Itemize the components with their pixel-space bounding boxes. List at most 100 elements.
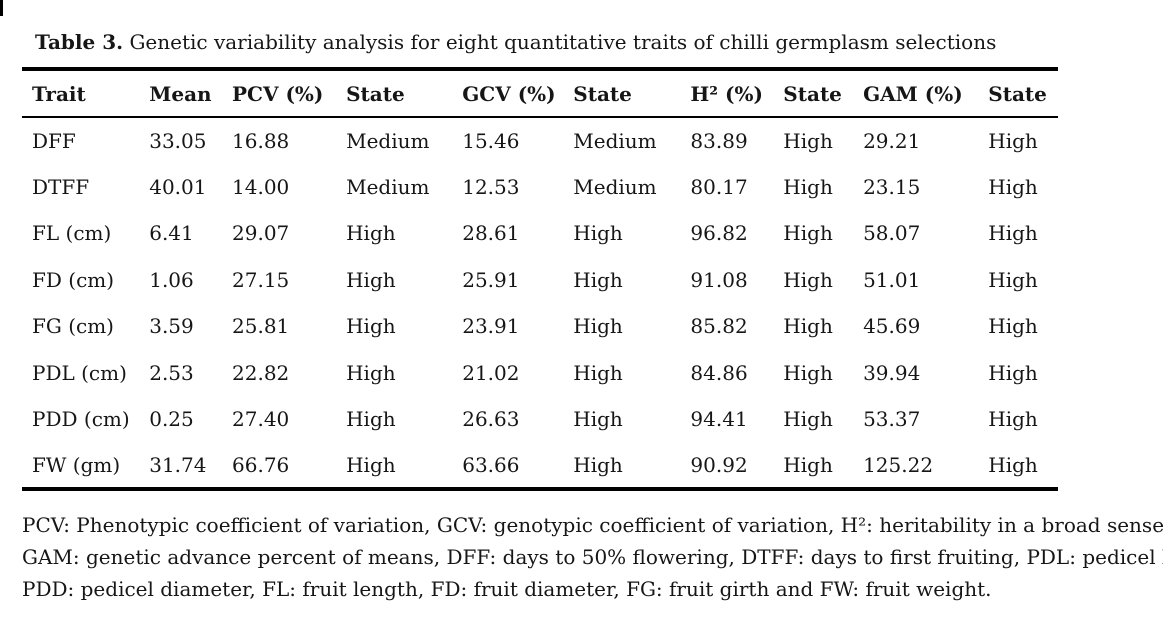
cell-gam: 45.69 <box>863 314 921 339</box>
cell-pcv-state: High <box>346 267 396 292</box>
cell-gcv: 63.66 <box>462 452 520 477</box>
table-row-fg: FG (cm) 3.59 25.81 High 23.91 High 85.82… <box>22 303 1058 350</box>
cell-gam: 29.21 <box>863 128 921 153</box>
cell-mean: 1.06 <box>149 267 194 292</box>
col-header-trait: Trait <box>32 81 86 106</box>
cell-gcv: 26.63 <box>462 407 520 432</box>
cell-trait: DFF <box>32 128 76 153</box>
cell-gcv-state: High <box>573 221 623 246</box>
table-caption-text: Genetic variability analysis for eight q… <box>129 30 997 54</box>
cell-pcv-state: High <box>346 360 396 385</box>
cell-trait: PDL (cm) <box>32 360 127 385</box>
cell-mean: 6.41 <box>149 221 194 246</box>
cell-trait: FD (cm) <box>32 267 115 292</box>
cell-pcv: 27.15 <box>232 267 290 292</box>
table-footnote: PCV: Phenotypic coefficient of variation… <box>22 509 1163 605</box>
cell-h2-state: High <box>783 174 833 199</box>
cell-h2: 90.92 <box>690 452 748 477</box>
cell-gam-state: High <box>988 407 1038 432</box>
table-row-pdd: PDD (cm) 0.25 27.40 High 26.63 High 94.4… <box>22 396 1058 443</box>
cell-h2: 83.89 <box>690 128 748 153</box>
cell-gam-state: High <box>988 221 1038 246</box>
cell-h2-state: High <box>783 407 833 432</box>
cell-trait: DTFF <box>32 174 90 199</box>
cell-pcv: 22.82 <box>232 360 290 385</box>
col-header-mean: Mean <box>149 81 212 106</box>
footnote-line-3: PDD: pedicel diameter, FL: fruit length,… <box>22 577 992 601</box>
cell-pcv: 14.00 <box>232 174 290 199</box>
table-row-fl: FL (cm) 6.41 29.07 High 28.61 High 96.82… <box>22 210 1058 257</box>
cell-h2-state: High <box>783 314 833 339</box>
cell-gam: 53.37 <box>863 407 921 432</box>
cell-mean: 3.59 <box>149 314 194 339</box>
col-header-pcv-state: State <box>346 81 405 106</box>
cell-gam: 125.22 <box>863 452 934 477</box>
cell-mean: 0.25 <box>149 407 194 432</box>
cell-gam-state: High <box>988 267 1038 292</box>
footnote-line-1: PCV: Phenotypic coefficient of variation… <box>22 513 1163 537</box>
cell-pcv-state: Medium <box>346 128 430 153</box>
cell-gcv-state: High <box>573 314 623 339</box>
cell-gam: 23.15 <box>863 174 921 199</box>
cell-h2-state: High <box>783 128 833 153</box>
cell-h2: 91.08 <box>690 267 748 292</box>
table-row-pdl: PDL (cm) 2.53 22.82 High 21.02 High 84.8… <box>22 350 1058 397</box>
cell-gam-state: High <box>988 452 1038 477</box>
cell-h2-state: High <box>783 221 833 246</box>
cell-h2: 94.41 <box>690 407 748 432</box>
col-header-gcv: GCV (%) <box>462 81 556 106</box>
table-row-fd: FD (cm) 1.06 27.15 High 25.91 High 91.08… <box>22 257 1058 304</box>
cell-gam-state: High <box>988 314 1038 339</box>
cell-h2-state: High <box>783 360 833 385</box>
cell-gcv: 15.46 <box>462 128 520 153</box>
cell-pcv: 25.81 <box>232 314 290 339</box>
cell-gcv-state: Medium <box>573 128 657 153</box>
cell-gam: 58.07 <box>863 221 921 246</box>
cell-gam-state: High <box>988 360 1038 385</box>
table-row-fw: FW (gm) 31.74 66.76 High 63.66 High 90.9… <box>22 443 1058 490</box>
cell-pcv-state: Medium <box>346 174 430 199</box>
cell-gcv: 21.02 <box>462 360 520 385</box>
genetic-variability-table: Trait Mean PCV (%) State GCV (%) State H… <box>22 67 1058 491</box>
cell-gcv-state: High <box>573 407 623 432</box>
cell-pcv-state: High <box>346 452 396 477</box>
cell-gcv: 23.91 <box>462 314 520 339</box>
cell-gam-state: High <box>988 128 1038 153</box>
table-caption: Table 3. Genetic variability analysis fo… <box>35 30 996 54</box>
table-row-dtff: DTFF 40.01 14.00 Medium 12.53 Medium 80.… <box>22 164 1058 211</box>
cell-pcv-state: High <box>346 314 396 339</box>
cell-pcv-state: High <box>346 221 396 246</box>
cell-mean: 2.53 <box>149 360 194 385</box>
cell-gcv-state: High <box>573 452 623 477</box>
cell-gcv: 25.91 <box>462 267 520 292</box>
cell-pcv: 27.40 <box>232 407 290 432</box>
cell-mean: 31.74 <box>149 452 207 477</box>
cell-trait: FW (gm) <box>32 452 121 477</box>
cell-gcv: 12.53 <box>462 174 520 199</box>
cell-gcv-state: High <box>573 360 623 385</box>
cell-trait: FL (cm) <box>32 221 112 246</box>
cell-mean: 33.05 <box>149 128 207 153</box>
cell-pcv: 29.07 <box>232 221 290 246</box>
footnote-line-2: GAM: genetic advance percent of means, D… <box>22 545 1163 569</box>
cell-h2: 80.17 <box>690 174 748 199</box>
cell-pcv-state: High <box>346 407 396 432</box>
cell-h2-state: High <box>783 267 833 292</box>
col-header-gam-state: State <box>988 81 1047 106</box>
table-caption-label: Table 3. <box>35 30 124 54</box>
cell-mean: 40.01 <box>149 174 207 199</box>
cell-gam: 39.94 <box>863 360 921 385</box>
cell-gcv-state: Medium <box>573 174 657 199</box>
cell-gcv: 28.61 <box>462 221 520 246</box>
cell-h2: 96.82 <box>690 221 748 246</box>
col-header-gam: GAM (%) <box>863 81 963 106</box>
col-header-pcv: PCV (%) <box>232 81 324 106</box>
cell-h2-state: High <box>783 452 833 477</box>
table-row-dff: DFF 33.05 16.88 Medium 15.46 Medium 83.8… <box>22 117 1058 164</box>
cell-gcv-state: High <box>573 267 623 292</box>
cell-gam: 51.01 <box>863 267 921 292</box>
table-header-row: Trait Mean PCV (%) State GCV (%) State H… <box>22 69 1058 117</box>
cell-trait: FG (cm) <box>32 314 114 339</box>
cell-h2: 85.82 <box>690 314 748 339</box>
